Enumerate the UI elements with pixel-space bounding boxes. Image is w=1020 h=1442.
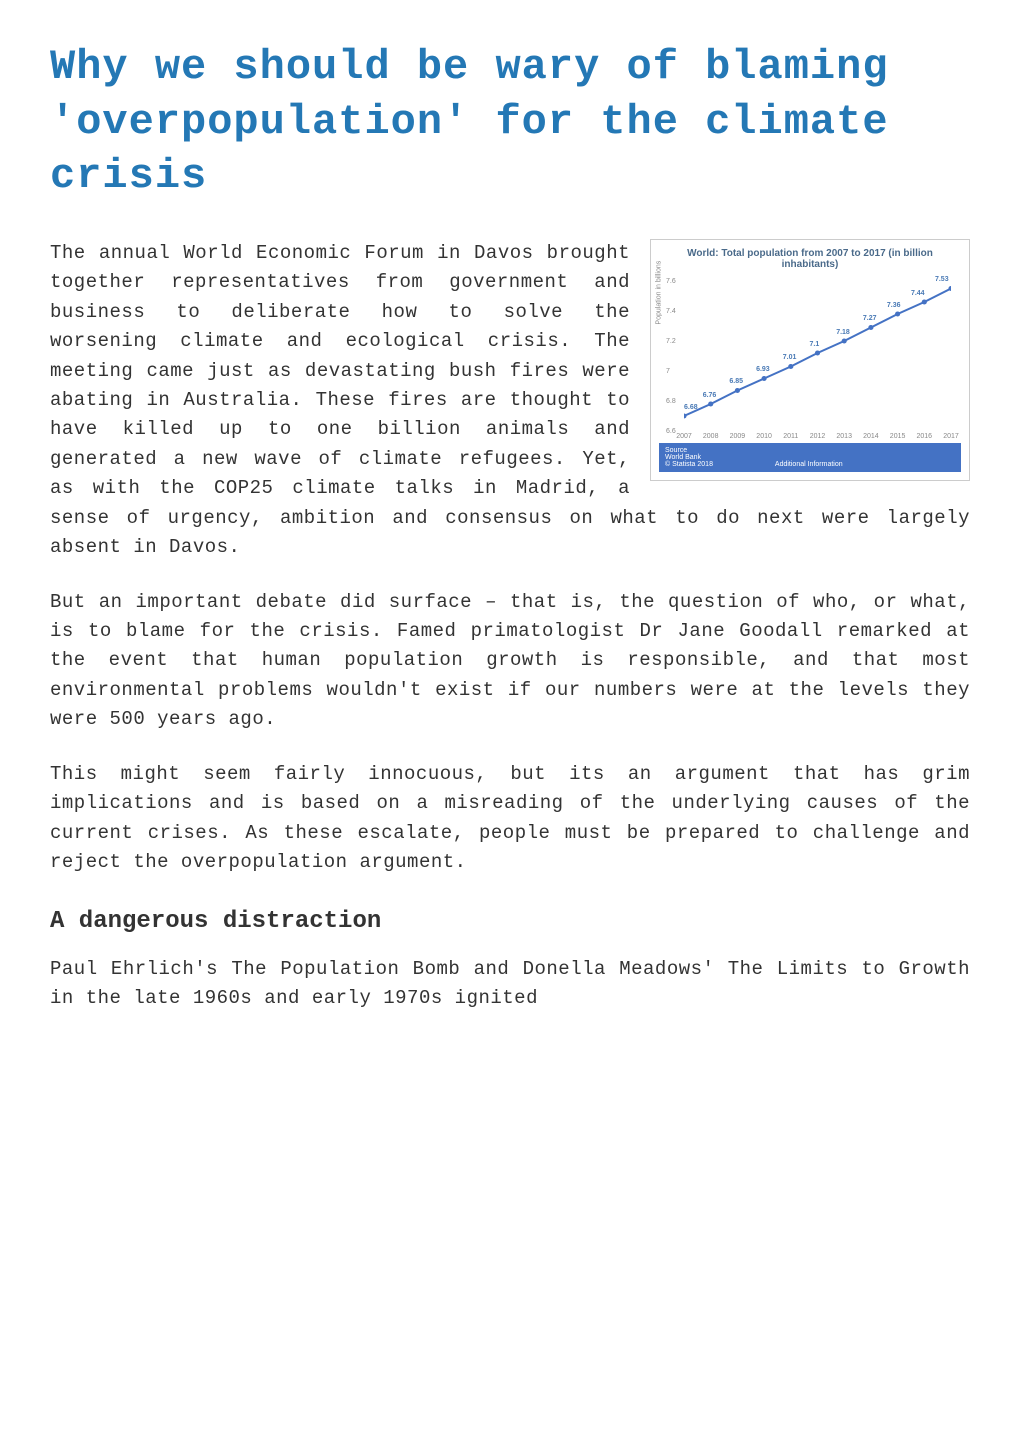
chart-ytick: 7.6: [666, 278, 676, 285]
article-body: World: Total population from 2007 to 201…: [50, 239, 970, 1014]
chart-footer-link: Additional Information: [775, 461, 843, 468]
chart-value-label: 6.85: [729, 378, 743, 385]
chart-copyright: © Statista 2018: [665, 461, 713, 468]
chart-marker: [922, 299, 927, 304]
chart-xtick: 2012: [810, 433, 826, 440]
chart-xtick: 2013: [836, 433, 852, 440]
chart-value-label: 7.53: [935, 276, 949, 283]
chart-marker: [788, 364, 793, 369]
chart-marker: [815, 350, 820, 355]
chart-marker: [895, 311, 900, 316]
chart-value-label: 7.27: [863, 315, 877, 322]
chart-value-label: 7.01: [783, 354, 797, 361]
chart-xtick: 2009: [730, 433, 746, 440]
chart-ytick: 7: [666, 368, 670, 375]
chart-xtick: 2011: [783, 433, 798, 440]
chart-marker: [868, 325, 873, 330]
section-heading: A dangerous distraction: [50, 908, 970, 935]
chart-line-svg: [684, 278, 951, 428]
chart-value-label: 6.68: [684, 404, 698, 411]
paragraph: This might seem fairly innocuous, but it…: [50, 760, 970, 878]
chart-source-label: Source: [665, 447, 687, 454]
chart-title: World: Total population from 2007 to 201…: [659, 248, 961, 270]
chart-footer: Source World Bank © Statista 2018 Additi…: [659, 443, 961, 472]
chart-yaxis-label: Population in billions: [656, 261, 663, 325]
chart-marker: [842, 338, 847, 343]
chart-ytick: 6.6: [666, 428, 676, 435]
chart-ytick: 7.2: [666, 338, 676, 345]
chart-xtick: 2014: [863, 433, 879, 440]
chart-value-label: 7.18: [836, 329, 850, 336]
chart-xtick: 2016: [917, 433, 933, 440]
chart-value-label: 6.93: [756, 366, 770, 373]
paragraph-text: The annual World Economic Forum in Davos…: [50, 242, 630, 411]
chart-marker: [735, 388, 740, 393]
population-chart-container: World: Total population from 2007 to 201…: [650, 239, 970, 481]
chart-source: Source World Bank © Statista 2018: [665, 447, 713, 468]
chart-xtick: 2010: [756, 433, 772, 440]
article-title: Why we should be wary of blaming 'overpo…: [50, 40, 970, 204]
paragraph: But an important debate did surface – th…: [50, 588, 970, 735]
chart-marker: [708, 401, 713, 406]
chart-xtick: 2008: [703, 433, 719, 440]
chart-value-label: 7.44: [911, 290, 925, 297]
chart-xtick: 2007: [676, 433, 692, 440]
population-chart: World: Total population from 2007 to 201…: [650, 239, 970, 481]
chart-value-label: 6.76: [703, 392, 717, 399]
chart-ytick: 7.4: [666, 308, 676, 315]
chart-value-label: 7.36: [887, 302, 901, 309]
paragraph: Paul Ehrlich's The Population Bomb and D…: [50, 955, 970, 1014]
chart-value-label: 7.1: [809, 341, 819, 348]
chart-xtick: 2017: [943, 433, 959, 440]
chart-marker: [762, 376, 767, 381]
chart-plot-area: Population in billions 7.6 7.4 7.2 7 6.8…: [684, 278, 951, 428]
chart-ytick: 6.8: [666, 398, 676, 405]
chart-xtick: 2015: [890, 433, 906, 440]
chart-source-value: World Bank: [665, 454, 701, 461]
